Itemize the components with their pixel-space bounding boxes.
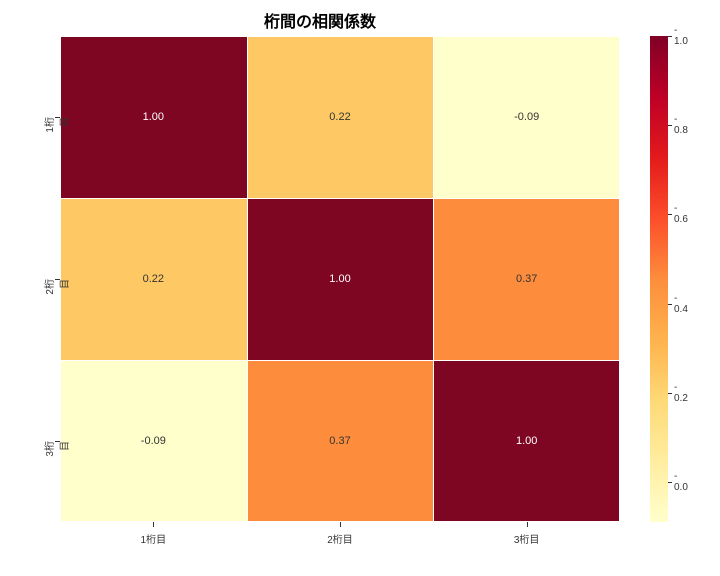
colorbar-tick-mark — [668, 214, 672, 215]
colorbar-tick-label: - 0.4 — [674, 293, 688, 315]
x-tick-mark — [527, 522, 528, 527]
heatmap-cell-value: -0.09 — [514, 111, 539, 123]
colorbar-tick-mark — [668, 36, 672, 37]
heatmap-cell: 1.00 — [433, 360, 620, 522]
colorbar-tick-label: - 1.0 — [674, 25, 688, 47]
heatmap-cell: 0.22 — [60, 198, 247, 360]
heatmap-cell-value: 0.37 — [329, 435, 350, 447]
colorbar-tick-mark — [668, 125, 672, 126]
heatmap-cell-value: 0.37 — [516, 273, 537, 285]
heatmap-cell: 1.00 — [60, 36, 247, 198]
colorbar-tick-label: - 0.8 — [674, 114, 688, 136]
heatmap-cell-value: 0.22 — [329, 111, 350, 123]
y-tick-label: 2桁目 — [41, 279, 71, 297]
colorbar-tick-mark — [668, 393, 672, 394]
colorbar: - 0.0- 0.2- 0.4- 0.6- 0.8- 1.0 — [650, 36, 668, 522]
chart-title: 桁間の相関係数 — [0, 8, 640, 32]
heatmap-grid: 1.00 0.22 -0.09 0.22 1.00 0.37 -0.09 0.37 1.00 — [60, 36, 620, 522]
heatmap-cell: 0.22 — [247, 36, 434, 198]
chart-container: 桁間の相関係数 1.00 0.22 -0.09 0.22 1.00 0.37 -0.09 0.… — [0, 0, 720, 576]
colorbar-tick-label: - 0.0 — [674, 471, 688, 493]
heatmap-cell-value: 1.00 — [516, 435, 537, 447]
y-tick-mark — [55, 441, 60, 442]
x-tick-mark — [153, 522, 154, 527]
y-tick-mark — [55, 279, 60, 280]
colorbar-tick-mark — [668, 482, 672, 483]
colorbar-tick-mark — [668, 304, 672, 305]
heatmap-cell: -0.09 — [60, 360, 247, 522]
heatmap-cell-value: 1.00 — [329, 273, 350, 285]
heatmap-cell-value: 0.22 — [143, 273, 164, 285]
heatmap-cell: 1.00 — [247, 198, 434, 360]
x-tick-label: 3桁目 — [514, 531, 540, 546]
x-tick-label: 1桁目 — [141, 531, 167, 546]
heatmap-cell-value: 1.00 — [143, 111, 164, 123]
heatmap-cell: -0.09 — [433, 36, 620, 198]
x-tick-label: 2桁目 — [327, 531, 353, 546]
y-tick-label: 3桁目 — [41, 441, 71, 459]
colorbar-tick-label: - 0.2 — [674, 382, 688, 404]
colorbar-tick-label: - 0.6 — [674, 203, 688, 225]
heatmap-cell: 0.37 — [247, 360, 434, 522]
heatmap-cell: 0.37 — [433, 198, 620, 360]
heatmap-cell-value: -0.09 — [141, 435, 166, 447]
y-tick-label: 1桁目 — [41, 117, 71, 135]
y-tick-mark — [55, 117, 60, 118]
x-tick-mark — [340, 522, 341, 527]
